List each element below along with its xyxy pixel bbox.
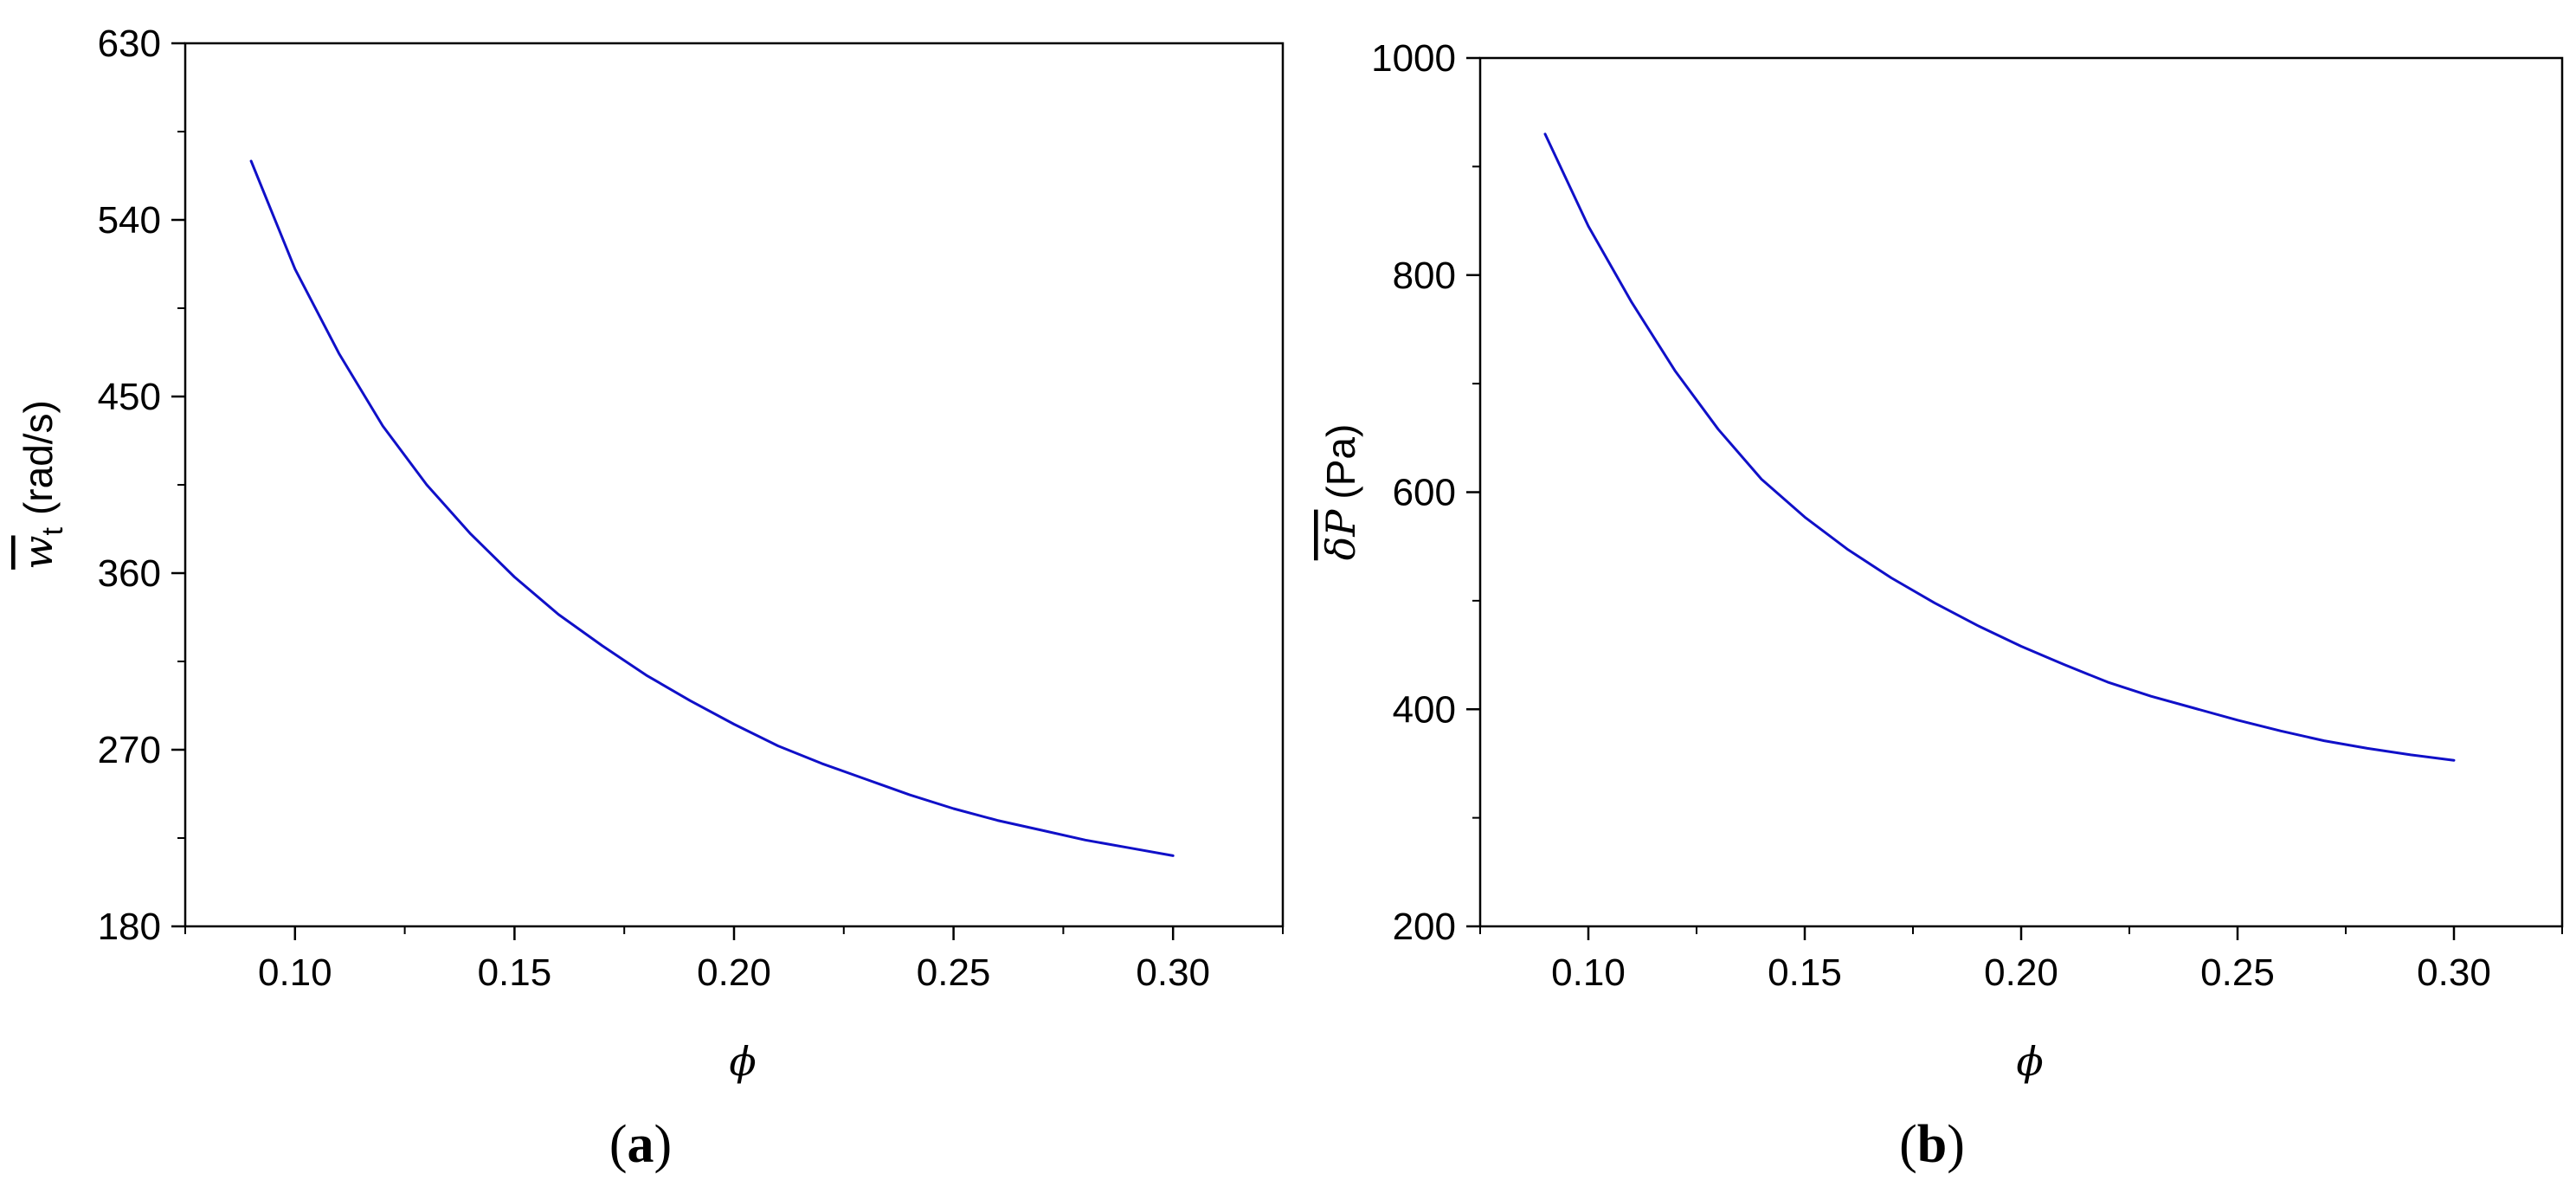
caption-paren-open: ( [609,1115,628,1174]
x-axis-label: ϕ [729,1038,756,1085]
y-axis-unit: (Pa) [1318,424,1363,500]
x-tick-label: 0.25 [2200,951,2275,994]
x-tick-label: 0.15 [1768,951,1842,994]
x-tick-label: 0.20 [1984,951,2058,994]
y-tick-label: 270 [98,729,161,771]
x-tick-label: 0.25 [917,951,991,994]
x-tick-label: 0.30 [1136,951,1210,994]
caption-letter: a [628,1115,654,1174]
caption-paren-close: ) [1947,1115,1965,1174]
y-tick-label: 600 [1393,472,1456,514]
y-axis-unit: (rad/s) [16,400,61,515]
y-axis-label: wt (rad/s) [15,400,69,570]
y-tick-label: 360 [98,552,161,595]
y-tick-label: 630 [98,23,161,65]
y-tick-label: 1000 [1371,37,1456,80]
y-tick-label: 450 [98,376,161,418]
panel-caption: (a) [609,1115,672,1174]
y-axis-subscript: t [36,526,69,535]
y-tick-label: 180 [98,906,161,948]
series-line [249,159,1175,857]
plot-frame [184,42,1285,928]
y-axis-symbol: w [15,535,61,569]
x-tick-label: 0.20 [697,951,771,994]
x-axis-label: ϕ [2016,1038,2043,1085]
caption-paren-close: ) [654,1115,673,1174]
x-tick-label: 0.10 [258,951,332,994]
series-line [1543,132,2456,762]
y-axis-label: δP (Pa) [1317,424,1364,561]
y-tick-label: 800 [1393,255,1456,297]
y-tick-label: 540 [98,199,161,242]
caption-paren-open: ( [1899,1115,1917,1174]
chart-panel-a: 0.10 0.15 0.20 0.25 0.30 180 270 360 450 540 630 ϕ w… [15,23,1285,1174]
plot-frame [1478,56,2564,928]
x-tick-label: 0.10 [1551,951,1626,994]
y-axis-symbol: δP [1317,509,1364,561]
caption-letter: b [1917,1115,1947,1174]
panel-caption: (b) [1899,1115,1965,1174]
y-tick-label: 400 [1393,688,1456,731]
chart-panel-b: 0.10 0.15 0.20 0.25 0.30 200 400 600 800 1000 ϕ δP (… [1317,37,2564,1174]
x-tick-label: 0.15 [478,951,552,994]
x-tick-label: 0.30 [2417,951,2491,994]
y-tick-label: 200 [1393,906,1456,948]
